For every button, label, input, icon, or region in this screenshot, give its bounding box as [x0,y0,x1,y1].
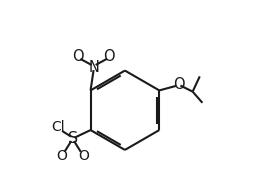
Text: O: O [78,149,89,163]
Text: O: O [56,149,67,163]
Text: O: O [73,49,84,64]
Text: O: O [173,77,184,92]
Text: N: N [88,60,99,74]
Text: S: S [68,131,78,146]
Text: Cl: Cl [51,120,65,134]
Text: O: O [103,49,115,64]
